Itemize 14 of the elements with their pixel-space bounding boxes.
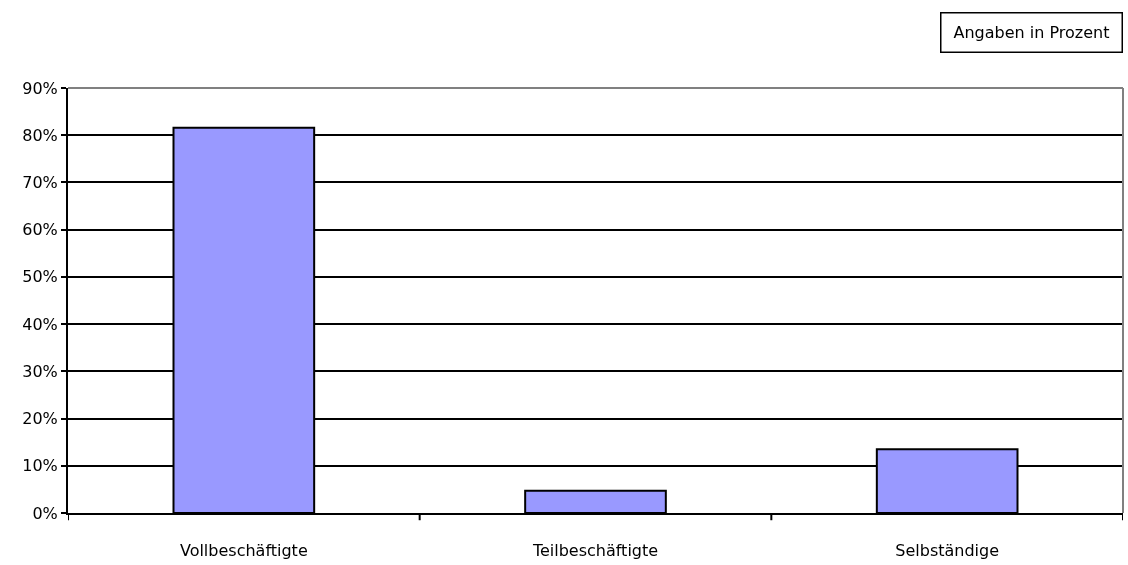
x-tick-label: Vollbeschäftigte <box>179 541 308 561</box>
y-tick-label: 0% <box>32 503 58 523</box>
y-tick-label: 70% <box>22 173 58 193</box>
y-tick-label: 30% <box>22 361 58 381</box>
y-tick-label: 60% <box>22 220 58 240</box>
y-tick-label: 20% <box>22 409 58 429</box>
y-tick-label: 40% <box>22 314 58 334</box>
y-tick-label: 80% <box>22 125 58 145</box>
text: Angaben in Prozent <box>953 23 1110 42</box>
x-tick-label: Teilbeschäftigte <box>531 541 659 561</box>
y-tick-label: 50% <box>22 267 58 287</box>
y-tick-label: 10% <box>22 456 58 476</box>
x-tick-label: Selbständige <box>895 541 1000 561</box>
y-tick-label: 90% <box>22 78 58 98</box>
